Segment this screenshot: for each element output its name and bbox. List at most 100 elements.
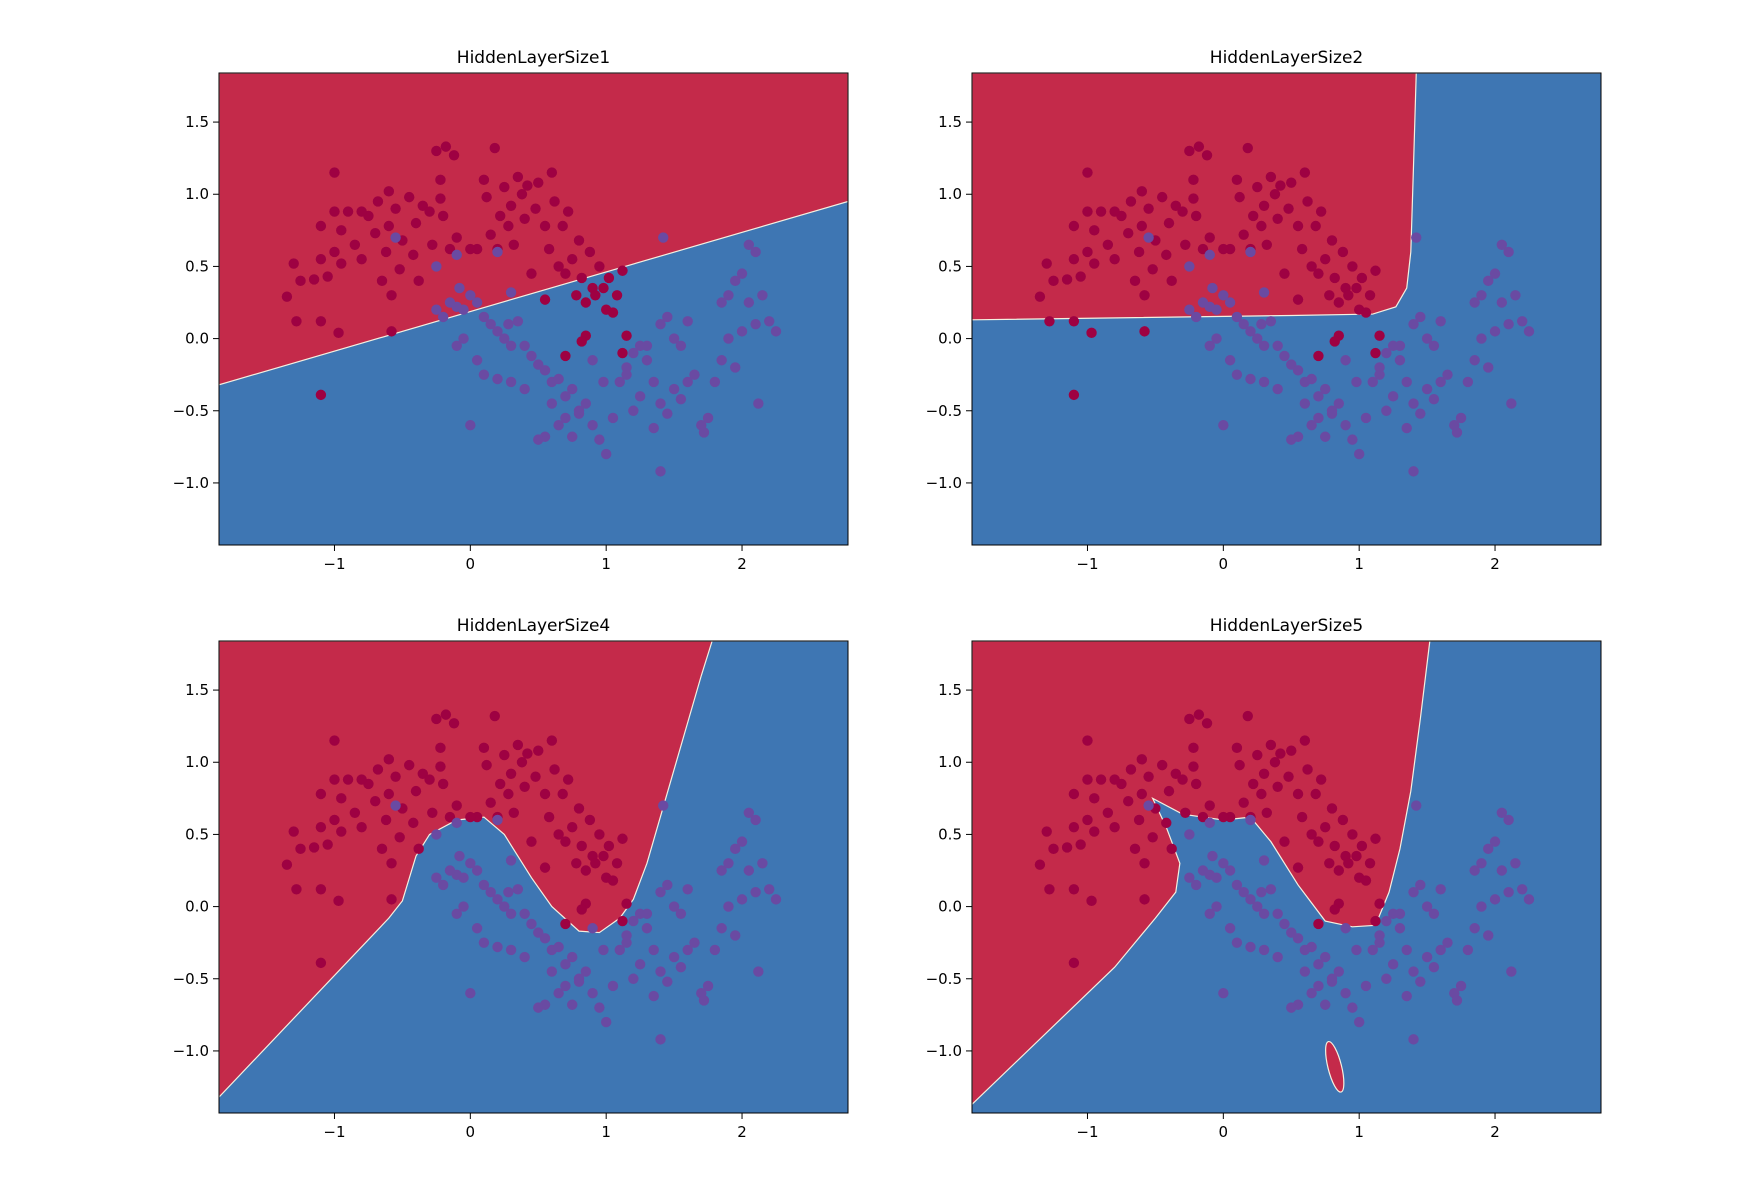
data-point-class-1 (702, 412, 714, 424)
data-point-class-1 (471, 865, 483, 876)
data-point-class-1 (1483, 362, 1494, 373)
data-point-class-0 (1265, 739, 1277, 751)
data-point-class-0 (1364, 290, 1376, 301)
data-point-class-0 (390, 771, 401, 782)
data-point-class-1 (1204, 340, 1215, 352)
data-point-class-1 (567, 999, 578, 1010)
data-point-class-1 (1320, 951, 1331, 963)
data-point-class-1 (600, 448, 612, 460)
data-point-class-1 (492, 941, 503, 953)
data-point-class-0 (519, 213, 530, 224)
data-point-class-1 (1381, 973, 1392, 984)
data-point-class-1 (662, 311, 673, 323)
data-point-class-1 (437, 311, 449, 323)
data-point-class-0 (1286, 177, 1297, 188)
data-point-class-0 (440, 709, 452, 720)
data-point-class-1 (1381, 347, 1392, 359)
data-point-class-1 (716, 923, 727, 934)
data-point-class-0 (590, 858, 601, 869)
data-point-class-0 (1329, 336, 1340, 347)
data-point-class-0 (516, 189, 528, 200)
data-point-class-1 (431, 304, 442, 315)
data-point-class-1 (1143, 800, 1154, 811)
data-point-class-1 (431, 872, 442, 883)
data-point-class-0 (315, 957, 327, 969)
data-point-class-0 (1082, 246, 1093, 258)
data-point-class-1 (1476, 858, 1487, 869)
data-point-class-0 (1337, 814, 1349, 826)
data-point-class-1 (698, 427, 710, 438)
data-point-class-1 (628, 405, 639, 416)
data-point-class-0 (372, 196, 384, 207)
data-point-class-0 (315, 220, 327, 232)
data-point-class-1 (1258, 908, 1270, 920)
data-point-class-0 (505, 768, 517, 779)
data-point-class-1 (485, 886, 496, 898)
data-point-class-1 (634, 959, 646, 970)
data-point-class-0 (386, 894, 397, 905)
data-point-class-0 (530, 771, 541, 782)
data-point-class-1 (730, 930, 741, 941)
data-point-class-0 (1082, 814, 1093, 826)
data-point-class-1 (1469, 297, 1480, 308)
data-point-class-1 (492, 326, 503, 337)
data-point-class-1 (458, 901, 469, 912)
data-point-class-1 (1299, 966, 1311, 977)
data-point-class-1 (1204, 249, 1215, 261)
data-point-class-0 (1068, 316, 1080, 327)
data-point-class-1 (1503, 318, 1514, 330)
data-point-class-1 (1272, 383, 1283, 395)
data-point-class-1 (1245, 941, 1256, 953)
data-point-class-0 (1177, 206, 1188, 217)
data-point-class-0 (1279, 268, 1290, 279)
data-point-class-0 (1161, 817, 1172, 829)
data-point-class-1 (648, 376, 659, 388)
data-point-class-0 (562, 774, 574, 785)
data-point-class-0 (424, 774, 435, 785)
data-point-class-0 (546, 735, 558, 746)
y-tick-label: −0.5 (926, 402, 962, 420)
data-point-class-0 (413, 843, 424, 855)
subplot-hidden-layer-size-5: HiddenLayerSize5 −1 0 1 2 −1.0 −0.5 0.0 0.5 1.0 1… (926, 616, 1602, 1141)
data-point-class-1 (1197, 865, 1209, 876)
data-point-class-1 (621, 930, 632, 941)
data-point-class-1 (668, 333, 680, 344)
x-tick-label: 0 (466, 1123, 476, 1141)
data-point-class-1 (1476, 333, 1487, 344)
data-point-class-0 (394, 264, 405, 275)
data-point-class-1 (1320, 431, 1331, 442)
data-point-class-0 (281, 291, 293, 302)
data-point-class-0 (571, 858, 582, 869)
data-point-class-1 (1306, 419, 1317, 431)
data-point-class-1 (1421, 901, 1433, 912)
data-point-class-0 (478, 174, 490, 186)
data-point-class-0 (1238, 797, 1249, 808)
axes-frame (971, 72, 1602, 546)
data-point-class-0 (1125, 196, 1137, 207)
data-point-class-0 (598, 282, 609, 294)
data-point-class-1 (1184, 304, 1195, 315)
data-point-class-1 (1421, 951, 1433, 963)
data-point-class-0 (1089, 225, 1100, 236)
data-point-class-0 (1068, 389, 1080, 401)
data-point-class-0 (1180, 239, 1191, 250)
data-point-class-1 (1224, 865, 1236, 876)
data-point-class-0 (1133, 246, 1145, 258)
data-point-class-0 (1188, 193, 1199, 204)
region-class-0 (972, 73, 1601, 321)
data-point-class-1 (1204, 908, 1215, 920)
data-point-class-0 (485, 797, 496, 808)
data-point-class-1 (1190, 879, 1202, 891)
data-point-class-0 (1139, 290, 1150, 301)
data-point-class-0 (549, 196, 560, 207)
data-point-class-1 (1483, 843, 1494, 855)
data-point-class-1 (485, 318, 496, 330)
data-point-class-1 (1523, 894, 1535, 905)
data-point-class-1 (1517, 884, 1528, 895)
data-point-class-1 (1503, 886, 1514, 898)
data-point-class-0 (526, 268, 537, 279)
data-point-class-1 (1265, 316, 1277, 327)
data-point-class-1 (1387, 959, 1399, 970)
data-point-class-1 (770, 326, 782, 337)
data-point-class-1 (560, 980, 571, 992)
